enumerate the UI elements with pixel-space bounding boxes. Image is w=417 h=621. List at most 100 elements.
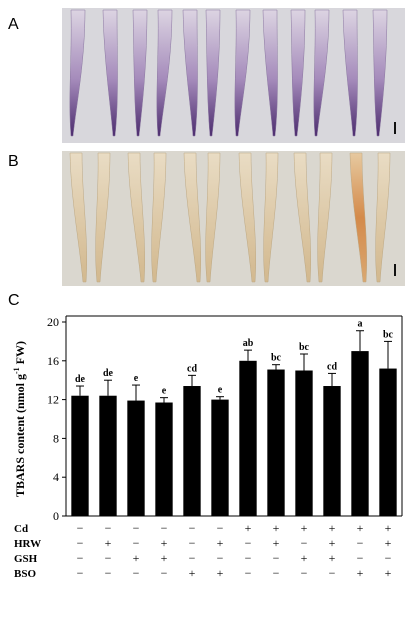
root-stained-a <box>313 9 330 137</box>
y-tick-label: 4 <box>53 470 59 484</box>
treatment-label: Cd <box>14 523 28 535</box>
bar <box>99 395 117 516</box>
root-stained-b <box>317 152 333 283</box>
treatment-sign: + <box>273 521 280 535</box>
treatment-sign: − <box>189 551 196 565</box>
scale-bar-b <box>394 264 396 276</box>
significance-letter: bc <box>271 353 282 364</box>
treatment-sign: + <box>329 536 336 550</box>
significance-letter: e <box>134 373 139 384</box>
root-stained-b <box>263 152 279 283</box>
root-stained-a <box>372 9 388 137</box>
significance-letter: ab <box>243 338 254 349</box>
root-stained-a <box>102 9 118 137</box>
treatment-sign: − <box>245 551 252 565</box>
significance-letter: de <box>103 368 114 379</box>
treatment-label: HRW <box>14 538 41 550</box>
y-tick-label: 8 <box>53 431 59 445</box>
root-stained-b <box>349 152 367 283</box>
root-stained-a <box>205 9 221 137</box>
root-stained-a <box>182 9 198 137</box>
treatment-sign: − <box>217 521 224 535</box>
treatment-sign: − <box>105 521 112 535</box>
bar <box>211 399 229 516</box>
root-stained-b <box>205 152 221 283</box>
significance-letter: bc <box>299 342 310 353</box>
treatment-label: GSH <box>14 553 38 565</box>
treatment-sign: − <box>161 566 168 580</box>
photo-panel-a <box>62 8 405 143</box>
root-stained-a <box>69 9 86 137</box>
bar <box>379 368 397 516</box>
treatment-sign: − <box>189 521 196 535</box>
treatment-sign: + <box>217 566 224 580</box>
treatment-sign: − <box>245 566 252 580</box>
treatment-sign: − <box>301 536 308 550</box>
treatment-sign: − <box>77 521 84 535</box>
root-stained-a <box>262 9 278 137</box>
treatment-sign: + <box>301 521 308 535</box>
photo-panel-b <box>62 151 405 286</box>
significance-letter: cd <box>327 361 337 372</box>
panel-label-c: C <box>8 292 20 309</box>
y-tick-label: 16 <box>47 354 59 368</box>
treatment-sign: + <box>385 566 392 580</box>
treatment-sign: − <box>357 536 364 550</box>
treatment-sign: + <box>385 536 392 550</box>
treatment-sign: + <box>161 551 168 565</box>
treatment-sign: + <box>329 521 336 535</box>
significance-letter: cd <box>187 363 197 374</box>
treatment-sign: − <box>133 536 140 550</box>
root-stained-b <box>293 152 311 283</box>
treatment-sign: − <box>77 536 84 550</box>
tbars-bar-chart: 0 4 8 12 16 20 TBARS content (nmol g-1 FW) de de… <box>12 315 403 580</box>
treatment-sign: − <box>105 551 112 565</box>
treatment-sign: − <box>189 536 196 550</box>
treatment-sign: − <box>105 566 112 580</box>
significance-letter: bc <box>383 329 394 340</box>
significance-letter: e <box>162 386 167 397</box>
treatment-sign: + <box>161 536 168 550</box>
treatment-sign: − <box>245 536 252 550</box>
treatment-sign: − <box>161 521 168 535</box>
treatment-sign: + <box>357 566 364 580</box>
treatment-sign: + <box>385 521 392 535</box>
panel-label-b: B <box>8 153 19 170</box>
treatment-sign: + <box>357 521 364 535</box>
bar <box>323 386 341 516</box>
treatment-sign: + <box>301 551 308 565</box>
significance-letter: e <box>218 385 223 396</box>
y-tick-label: 0 <box>53 509 59 523</box>
treatment-sign: + <box>217 536 224 550</box>
treatment-sign: − <box>301 566 308 580</box>
bar <box>267 369 285 516</box>
root-stained-a <box>342 9 358 137</box>
treatment-sign: − <box>357 551 364 565</box>
root-stained-b <box>127 152 145 283</box>
significance-letter: a <box>358 319 363 330</box>
root-stained-a <box>290 9 306 137</box>
treatment-sign: − <box>133 566 140 580</box>
root-stained-b <box>183 152 201 283</box>
root-stained-b <box>151 152 167 283</box>
treatment-sign: − <box>133 521 140 535</box>
treatment-sign: − <box>385 551 392 565</box>
treatment-sign: + <box>189 566 196 580</box>
treatment-sign: − <box>77 551 84 565</box>
y-axis-label: TBARS content (nmol g-1 FW) <box>12 341 27 497</box>
treatment-sign: − <box>217 551 224 565</box>
treatment-sign: + <box>329 551 336 565</box>
significance-letter: de <box>75 374 86 385</box>
treatment-sign: − <box>273 551 280 565</box>
bar <box>239 360 257 516</box>
treatment-label: BSO <box>14 568 36 580</box>
treatment-sign: − <box>329 566 336 580</box>
bar <box>351 351 369 516</box>
treatment-sign: + <box>105 536 112 550</box>
root-stained-a <box>234 9 251 137</box>
bar <box>71 395 89 516</box>
bar <box>295 370 313 516</box>
root-stained-a <box>132 9 148 137</box>
treatment-sign: − <box>273 566 280 580</box>
scale-bar-a <box>394 122 396 134</box>
